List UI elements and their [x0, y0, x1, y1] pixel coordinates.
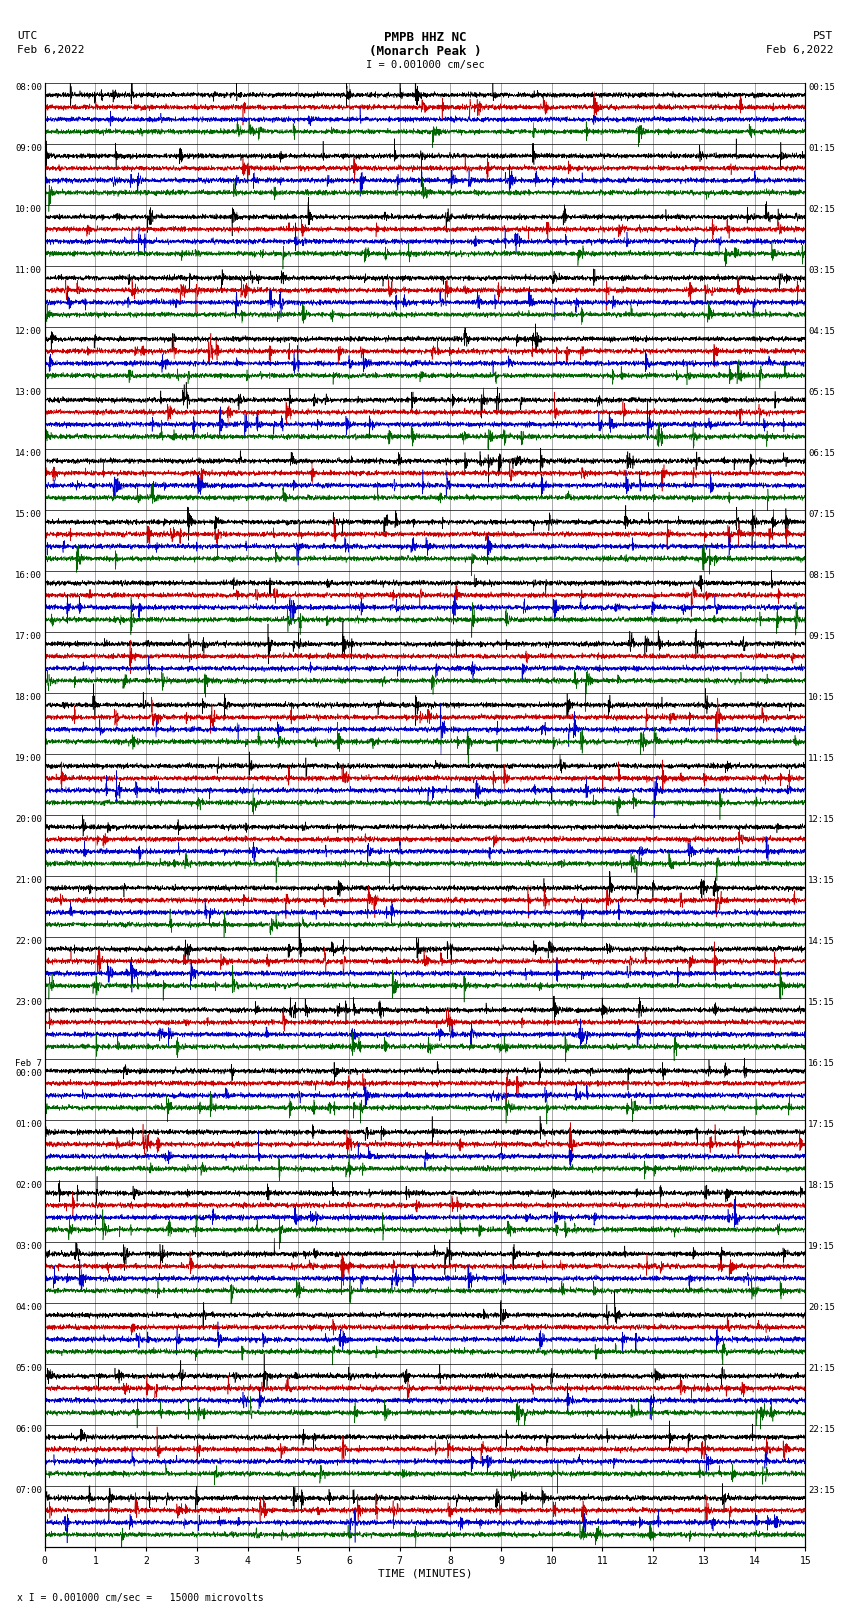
Text: Feb 6,2022: Feb 6,2022 — [766, 45, 833, 55]
Text: PST: PST — [813, 31, 833, 40]
Text: Feb 6,2022: Feb 6,2022 — [17, 45, 84, 55]
Text: x I = 0.001000 cm/sec =   15000 microvolts: x I = 0.001000 cm/sec = 15000 microvolts — [17, 1594, 264, 1603]
Text: UTC: UTC — [17, 31, 37, 40]
Text: (Monarch Peak ): (Monarch Peak ) — [369, 45, 481, 58]
Text: I = 0.001000 cm/sec: I = 0.001000 cm/sec — [366, 60, 484, 69]
Text: PMPB HHZ NC: PMPB HHZ NC — [383, 31, 467, 44]
X-axis label: TIME (MINUTES): TIME (MINUTES) — [377, 1569, 473, 1579]
